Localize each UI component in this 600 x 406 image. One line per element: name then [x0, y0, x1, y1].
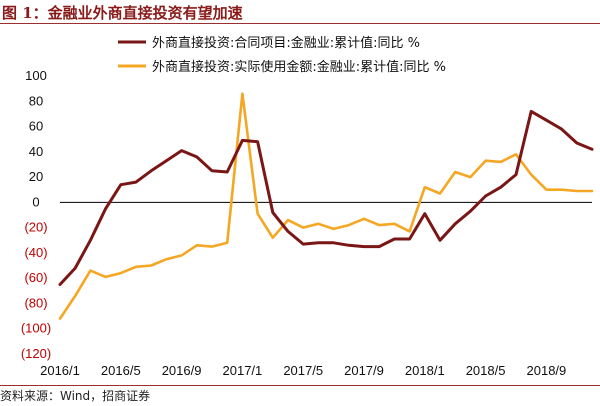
x-tick-label: 2017/5 [283, 363, 323, 378]
source-note: 资料来源：Wind，招商证券 [0, 389, 151, 403]
x-tick-label: 2018/9 [527, 363, 567, 378]
series-line-2 [58, 92, 594, 320]
x-axis: 2016/1 2016/5 2016/9 2017/1 2017/5 2017/9 2018… [40, 363, 566, 378]
legend-label-series-2: 外商直接投资:实际使用金额:金融业:累计值:同比 % [152, 59, 446, 75]
series-line-1 [58, 109, 594, 286]
y-tick-label: 20 [29, 169, 43, 184]
x-tick-label: 2018/1 [405, 363, 445, 378]
y-tick-label: (80) [24, 295, 47, 310]
x-tick-label: 2016/5 [101, 363, 141, 378]
y-tick-label: 40 [29, 144, 43, 159]
y-tick-label: (60) [24, 270, 47, 285]
y-tick-label: (100) [21, 321, 51, 336]
plot-area [58, 92, 594, 320]
figure-caption: 图 1：金融业外商直接投资有望加速 [0, 0, 600, 24]
y-tick-label: 0 [32, 194, 39, 209]
y-tick-label: (20) [24, 220, 47, 235]
y-tick-label: 60 [29, 119, 43, 134]
y-axis: 100 80 60 40 20 0 (20) (40) (60) (80) (100) (120) [21, 68, 51, 361]
y-tick-label: 80 [29, 93, 43, 108]
y-tick-label: (120) [21, 346, 51, 361]
chart-legend: 外商直接投资:合同项目:金融业:累计值:同比 % 外商直接投资:实际使用金额:金… [118, 35, 446, 75]
x-tick-label: 2016/1 [40, 363, 80, 378]
figure-caption-text: 图 1：金融业外商直接投资有望加速 [2, 4, 243, 22]
x-tick-label: 2016/9 [162, 363, 202, 378]
y-tick-label: (40) [24, 245, 47, 260]
legend-label-series-1: 外商直接投资:合同项目:金融业:累计值:同比 % [152, 35, 420, 51]
source-divider [0, 385, 600, 386]
y-tick-label: 100 [25, 68, 47, 83]
caption-divider [0, 23, 600, 24]
x-tick-label: 2017/1 [223, 363, 263, 378]
x-tick-label: 2018/5 [466, 363, 506, 378]
x-tick-label: 2017/9 [344, 363, 384, 378]
